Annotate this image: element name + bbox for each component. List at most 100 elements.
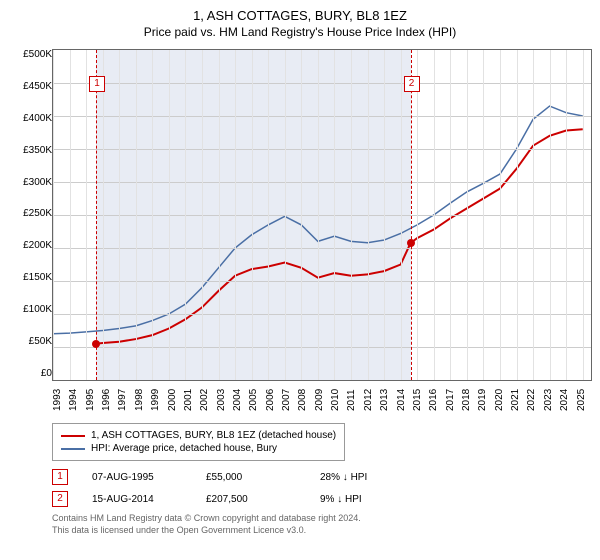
grid-line-v <box>334 50 335 380</box>
grid-line-v <box>583 50 584 380</box>
grid-line-v <box>268 50 269 380</box>
grid-line-v <box>301 50 302 380</box>
x-tick-label: 2023 <box>543 385 559 415</box>
grid-line-v <box>119 50 120 380</box>
marker-point <box>92 340 100 348</box>
grid-line-h <box>53 83 591 84</box>
plot-area: 12 <box>52 49 592 381</box>
x-tick-label: 1999 <box>150 385 166 415</box>
legend: 1, ASH COTTAGES, BURY, BL8 1EZ (detached… <box>52 423 345 461</box>
chart-title: 1, ASH COTTAGES, BURY, BL8 1EZ <box>8 8 592 23</box>
x-tick-label: 1993 <box>52 385 68 415</box>
y-tick-label: £150K <box>23 272 52 283</box>
x-tick-label: 2005 <box>248 385 264 415</box>
x-tick-label: 1995 <box>85 385 101 415</box>
y-tick-label: £350K <box>23 145 52 156</box>
marker-label-box: 1 <box>89 76 105 92</box>
y-tick-label: £500K <box>23 49 52 60</box>
legend-label: HPI: Average price, detached house, Bury <box>91 443 277 454</box>
x-tick-label: 2016 <box>428 385 444 415</box>
y-tick-label: £450K <box>23 81 52 92</box>
y-tick-label: £100K <box>23 304 52 315</box>
y-tick-label: £50K <box>29 336 52 347</box>
grid-line-h <box>53 182 591 183</box>
y-tick-label: £400K <box>23 113 52 124</box>
grid-line-v <box>550 50 551 380</box>
grid-line-v <box>202 50 203 380</box>
transaction-price: £207,500 <box>206 494 296 505</box>
grid-line-v <box>235 50 236 380</box>
grid-line-h <box>53 347 591 348</box>
grid-line-v <box>450 50 451 380</box>
grid-line-v <box>318 50 319 380</box>
transaction-marker: 1 <box>52 469 68 485</box>
grid-line-v <box>483 50 484 380</box>
transaction-date: 07-AUG-1995 <box>92 472 182 483</box>
x-tick-label: 2012 <box>363 385 379 415</box>
grid-line-v <box>401 50 402 380</box>
grid-line-v <box>368 50 369 380</box>
grid-line-h <box>53 281 591 282</box>
x-tick-label: 2014 <box>396 385 412 415</box>
grid-line-v <box>252 50 253 380</box>
grid-line-v <box>103 50 104 380</box>
marker-dashed-line <box>96 50 97 380</box>
grid-line-v <box>219 50 220 380</box>
grid-line-v <box>285 50 286 380</box>
x-tick-label: 2004 <box>232 385 248 415</box>
x-tick-label: 2010 <box>330 385 346 415</box>
y-axis: £500K£450K£400K£350K£300K£250K£200K£150K… <box>8 49 52 379</box>
y-tick-label: £200K <box>23 240 52 251</box>
x-tick-label: 2008 <box>297 385 313 415</box>
chart-container: £500K£450K£400K£350K£300K£250K£200K£150K… <box>8 49 592 381</box>
grid-line-v <box>517 50 518 380</box>
grid-line-v <box>351 50 352 380</box>
grid-line-v <box>500 50 501 380</box>
x-tick-label: 2009 <box>314 385 330 415</box>
x-tick-label: 1997 <box>117 385 133 415</box>
x-tick-label: 2006 <box>265 385 281 415</box>
grid-line-v <box>467 50 468 380</box>
x-tick-label: 2022 <box>526 385 542 415</box>
legend-item: 1, ASH COTTAGES, BURY, BL8 1EZ (detached… <box>61 430 336 441</box>
grid-line-v <box>152 50 153 380</box>
grid-line-v <box>417 50 418 380</box>
x-tick-label: 2018 <box>461 385 477 415</box>
transaction-table: 107-AUG-1995£55,00028% ↓ HPI215-AUG-2014… <box>52 469 592 507</box>
x-tick-label: 2007 <box>281 385 297 415</box>
x-tick-label: 2020 <box>494 385 510 415</box>
footer-line-1: Contains HM Land Registry data © Crown c… <box>52 513 572 525</box>
chart-subtitle: Price paid vs. HM Land Registry's House … <box>8 25 592 39</box>
x-tick-label: 1994 <box>68 385 84 415</box>
x-tick-label: 2001 <box>183 385 199 415</box>
footer-attribution: Contains HM Land Registry data © Crown c… <box>52 513 572 536</box>
x-tick-label: 2019 <box>477 385 493 415</box>
x-axis: 1993199419951996199719981999200020012002… <box>52 385 592 415</box>
x-tick-label: 2021 <box>510 385 526 415</box>
x-tick-label: 1996 <box>101 385 117 415</box>
marker-point <box>407 239 415 247</box>
grid-line-h <box>53 116 591 117</box>
grid-line-h <box>53 248 591 249</box>
y-tick-label: £0 <box>41 368 52 379</box>
grid-line-h <box>53 314 591 315</box>
transaction-row: 107-AUG-1995£55,00028% ↓ HPI <box>52 469 592 485</box>
grid-line-v <box>566 50 567 380</box>
y-tick-label: £250K <box>23 208 52 219</box>
marker-label-box: 2 <box>404 76 420 92</box>
transaction-delta: 9% ↓ HPI <box>320 494 410 505</box>
grid-line-v <box>384 50 385 380</box>
x-tick-label: 2013 <box>379 385 395 415</box>
x-tick-label: 2025 <box>576 385 592 415</box>
grid-line-v <box>86 50 87 380</box>
x-tick-label: 2015 <box>412 385 428 415</box>
x-tick-label: 2000 <box>167 385 183 415</box>
x-tick-label: 1998 <box>134 385 150 415</box>
transaction-delta: 28% ↓ HPI <box>320 472 410 483</box>
legend-swatch <box>61 448 85 450</box>
grid-line-v <box>136 50 137 380</box>
grid-line-h <box>53 149 591 150</box>
legend-label: 1, ASH COTTAGES, BURY, BL8 1EZ (detached… <box>91 430 336 441</box>
x-tick-label: 2002 <box>199 385 215 415</box>
legend-item: HPI: Average price, detached house, Bury <box>61 443 336 454</box>
